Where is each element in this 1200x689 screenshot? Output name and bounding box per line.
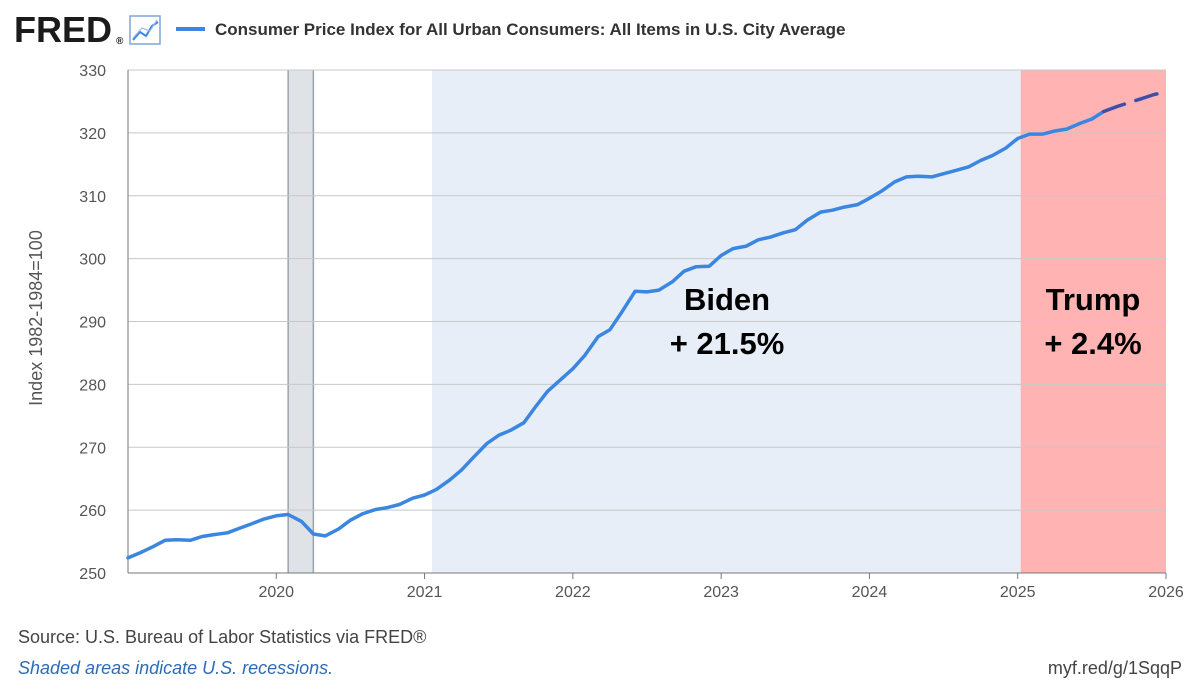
y-tick-label: 310 <box>79 189 106 206</box>
x-tick-label: 2021 <box>407 584 443 601</box>
x-tick-label: 2025 <box>1000 584 1036 601</box>
y-tick-label: 270 <box>79 440 106 457</box>
annotations: Biden + 21.5% Trump + 2.4% <box>670 282 1142 361</box>
annotation-biden-change: + 21.5% <box>670 326 785 361</box>
plot-area: 250 260 270 280 290 300 310 320 330 2020 2021 2022 2… <box>79 63 1184 601</box>
annotation-trump-change: + 2.4% <box>1044 326 1141 361</box>
graph-icon <box>129 15 161 45</box>
legend-label: Consumer Price Index for All Urban Consu… <box>215 20 845 39</box>
projection-line <box>1101 90 1168 114</box>
y-tick-label: 320 <box>79 126 106 143</box>
y-axis-label: Index 1982-1984=100 <box>26 230 46 406</box>
x-tick-label: 2022 <box>555 584 591 601</box>
x-tick-label: 2023 <box>703 584 739 601</box>
x-tick-label: 2020 <box>258 584 294 601</box>
axes: 250 260 270 280 290 300 310 320 330 2020 2021 2022 2… <box>79 63 1184 601</box>
y-tick-label: 290 <box>79 315 106 332</box>
x-tick-label: 2026 <box>1148 584 1184 601</box>
cpi-line <box>126 109 1106 560</box>
y-tick-label: 300 <box>79 252 106 269</box>
chart-link[interactable]: myf.red/g/1SqqP <box>1048 658 1182 678</box>
source-text: Source: U.S. Bureau of Labor Statistics … <box>18 627 426 647</box>
annotation-biden-name: Biden <box>684 282 770 317</box>
y-tick-label: 330 <box>79 63 106 80</box>
fred-logo-text: FRED <box>14 9 112 50</box>
legend: Consumer Price Index for All Urban Consu… <box>176 20 845 39</box>
y-tick-label: 280 <box>79 377 106 394</box>
fred-logo[interactable]: FRED ® <box>14 9 161 50</box>
y-tick-label: 260 <box>79 503 106 520</box>
series-lines <box>126 90 1168 560</box>
annotation-trump-name: Trump <box>1046 282 1141 317</box>
recession-note: Shaded areas indicate U.S. recessions. <box>18 658 333 678</box>
x-tick-label: 2024 <box>852 584 888 601</box>
fred-trademark: ® <box>116 36 124 47</box>
y-tick-label: 250 <box>79 566 106 583</box>
